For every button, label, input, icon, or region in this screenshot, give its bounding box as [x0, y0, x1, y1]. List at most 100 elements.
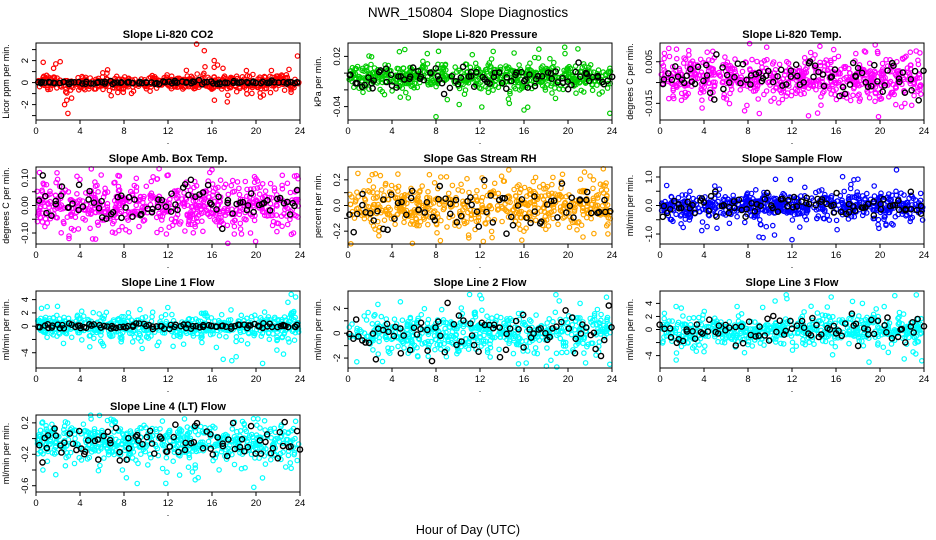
- y-tick-label: -4: [20, 349, 31, 357]
- x-tick-label: 12: [787, 250, 798, 261]
- x-tick-label: 12: [163, 250, 174, 261]
- y-tick-label: -0.10: [20, 222, 31, 244]
- x-tick-label: 16: [207, 498, 218, 509]
- subplot-xlabel: .: [479, 384, 482, 394]
- subplot-xlabel: .: [479, 136, 482, 146]
- y-axis-label: ml/min per min.: [625, 299, 635, 361]
- subplot-8: Slope Line 2 Flow 0 4 8 12 16 20 24. 2 0 -2 ml/min …: [312, 274, 624, 398]
- subplot-9: Slope Line 3 Flow 0 4 8 12 16 20 24. 4 2 0 -4 ml/min…: [624, 274, 936, 398]
- y-tick-label: -0.2: [332, 223, 343, 239]
- plot-canvas: Slope Amb. Box Temp. 0 4 8 12 16 20 24. 0.10 0.00…: [1, 153, 306, 270]
- y-axis-label: degrees C per min.: [1, 167, 11, 244]
- subplot-2: Slope Li-820 Pressure 0 4 8 12 16 20 24. 0.02 -0.…: [312, 26, 624, 150]
- x-tick-label: 12: [475, 126, 486, 137]
- plot-canvas: Slope Li-820 Temp. 0 4 8 12 16 20 24. 0.005 -0.01…: [625, 29, 930, 146]
- subplot-title: Slope Gas Stream RH: [423, 153, 536, 165]
- subplot-title: Slope Line 3 Flow: [746, 277, 839, 289]
- x-tick-label: 8: [433, 126, 438, 137]
- subplot-6: Slope Sample Flow 0 4 8 12 16 20 24. 1.0 0.0 -1.0 m…: [624, 150, 936, 274]
- x-tick-label: 24: [919, 126, 930, 137]
- plot-canvas: Slope Line 4 (LT) Flow 0 4 8 12 16 20 24. 0.2 -0.…: [1, 401, 306, 518]
- x-tick-label: 12: [787, 126, 798, 137]
- plots-grid: Slope Li-820 CO2 0 4 8 12 16 20 24. 2 0 -2 Licor pp…: [0, 26, 936, 522]
- x-tick-label: 4: [389, 374, 394, 385]
- y-tick-label: 2: [332, 306, 343, 311]
- x-tick-label: 8: [121, 126, 126, 137]
- x-tick-label: 24: [295, 250, 306, 261]
- x-tick-label: 0: [345, 250, 350, 261]
- x-tick-label: 8: [433, 250, 438, 261]
- x-tick-label: 8: [433, 374, 438, 385]
- x-tick-label: 0: [33, 250, 38, 261]
- x-tick-label: 4: [389, 250, 394, 261]
- x-tick-label: 12: [787, 374, 798, 385]
- x-tick-label: 8: [121, 250, 126, 261]
- y-tick-label: 0: [644, 327, 655, 332]
- y-tick-label: 4: [644, 301, 655, 306]
- subplot-title: Slope Amb. Box Temp.: [109, 153, 228, 165]
- subplot-1: Slope Li-820 CO2 0 4 8 12 16 20 24. 2 0 -2 Licor pp…: [0, 26, 312, 150]
- subplot-title: Slope Line 4 (LT) Flow: [110, 401, 226, 413]
- figure-title: NWR_150804 Slope Diagnostics: [367, 5, 569, 20]
- plot-canvas: Slope Li-820 Pressure 0 4 8 12 16 20 24. 0.02 -0.…: [313, 29, 618, 146]
- x-tick-label: 16: [831, 126, 842, 137]
- y-tick-label: 0.2: [20, 416, 31, 429]
- subplot-xlabel: .: [791, 136, 794, 146]
- x-tick-label: 8: [121, 498, 126, 509]
- y-tick-label: 0.02: [332, 47, 343, 66]
- x-tick-label: 16: [519, 126, 530, 137]
- x-tick-label: 0: [657, 126, 662, 137]
- subplot-xlabel: .: [167, 508, 170, 518]
- y-tick-label: 0.005: [644, 50, 655, 74]
- subplot-title: Slope Li-820 Pressure: [423, 29, 538, 41]
- x-tick-label: 20: [563, 374, 574, 385]
- x-tick-label: 20: [563, 250, 574, 261]
- y-tick-label: 2: [20, 310, 31, 315]
- x-tick-label: 24: [919, 374, 930, 385]
- subplot-title: Slope Li-820 CO2: [123, 29, 213, 41]
- x-tick-label: 0: [345, 126, 350, 137]
- x-tick-label: 16: [207, 126, 218, 137]
- x-tick-label: 0: [33, 374, 38, 385]
- x-tick-label: 20: [875, 126, 886, 137]
- x-tick-label: 4: [701, 126, 706, 137]
- x-tick-label: 16: [519, 250, 530, 261]
- x-tick-label: 8: [745, 374, 750, 385]
- y-tick-label: -2: [20, 100, 31, 108]
- x-tick-label: 4: [701, 374, 706, 385]
- y-axis-label: ml/min per min.: [313, 299, 323, 361]
- y-axis-label: degrees C per min.: [625, 43, 635, 120]
- subplot-10: Slope Line 4 (LT) Flow 0 4 8 12 16 20 24. 0.2 -0.…: [0, 398, 312, 522]
- x-tick-label: 16: [831, 374, 842, 385]
- subplot-7: Slope Line 1 Flow 0 4 8 12 16 20 24. 4 2 0 -4 ml/min…: [0, 274, 312, 398]
- subplot-title: Slope Li-820 Temp.: [742, 29, 841, 41]
- x-tick-label: 12: [163, 374, 174, 385]
- y-tick-label: -1.0: [644, 226, 655, 242]
- y-tick-label: 0: [20, 324, 31, 329]
- y-tick-label: 0.0: [332, 199, 343, 212]
- x-tick-label: 20: [563, 126, 574, 137]
- y-axis-label: Licor ppm per min.: [1, 44, 11, 119]
- x-tick-label: 24: [607, 374, 618, 385]
- subplot-xlabel: .: [479, 260, 482, 270]
- x-tick-label: 0: [33, 126, 38, 137]
- x-tick-label: 24: [607, 250, 618, 261]
- y-tick-label: 0: [20, 80, 31, 85]
- x-tick-label: 4: [77, 374, 82, 385]
- x-tick-label: 24: [295, 126, 306, 137]
- x-tick-label: 24: [295, 498, 306, 509]
- subplot-3: Slope Li-820 Temp. 0 4 8 12 16 20 24. 0.005 -0.01…: [624, 26, 936, 150]
- x-tick-label: 24: [607, 126, 618, 137]
- x-tick-label: 16: [831, 250, 842, 261]
- y-axis-label: ml/min per min.: [625, 175, 635, 237]
- y-tick-label: -0.2: [20, 446, 31, 462]
- subplot-title: Slope Line 1 Flow: [122, 277, 215, 289]
- plot-canvas: Slope Gas Stream RH 0 4 8 12 16 20 24. 0.2 0.0 -0.…: [313, 153, 618, 270]
- y-tick-label: -0.04: [332, 96, 343, 118]
- x-tick-label: 24: [295, 374, 306, 385]
- x-tick-label: 0: [657, 374, 662, 385]
- subplot-xlabel: .: [167, 384, 170, 394]
- x-tick-label: 20: [251, 126, 262, 137]
